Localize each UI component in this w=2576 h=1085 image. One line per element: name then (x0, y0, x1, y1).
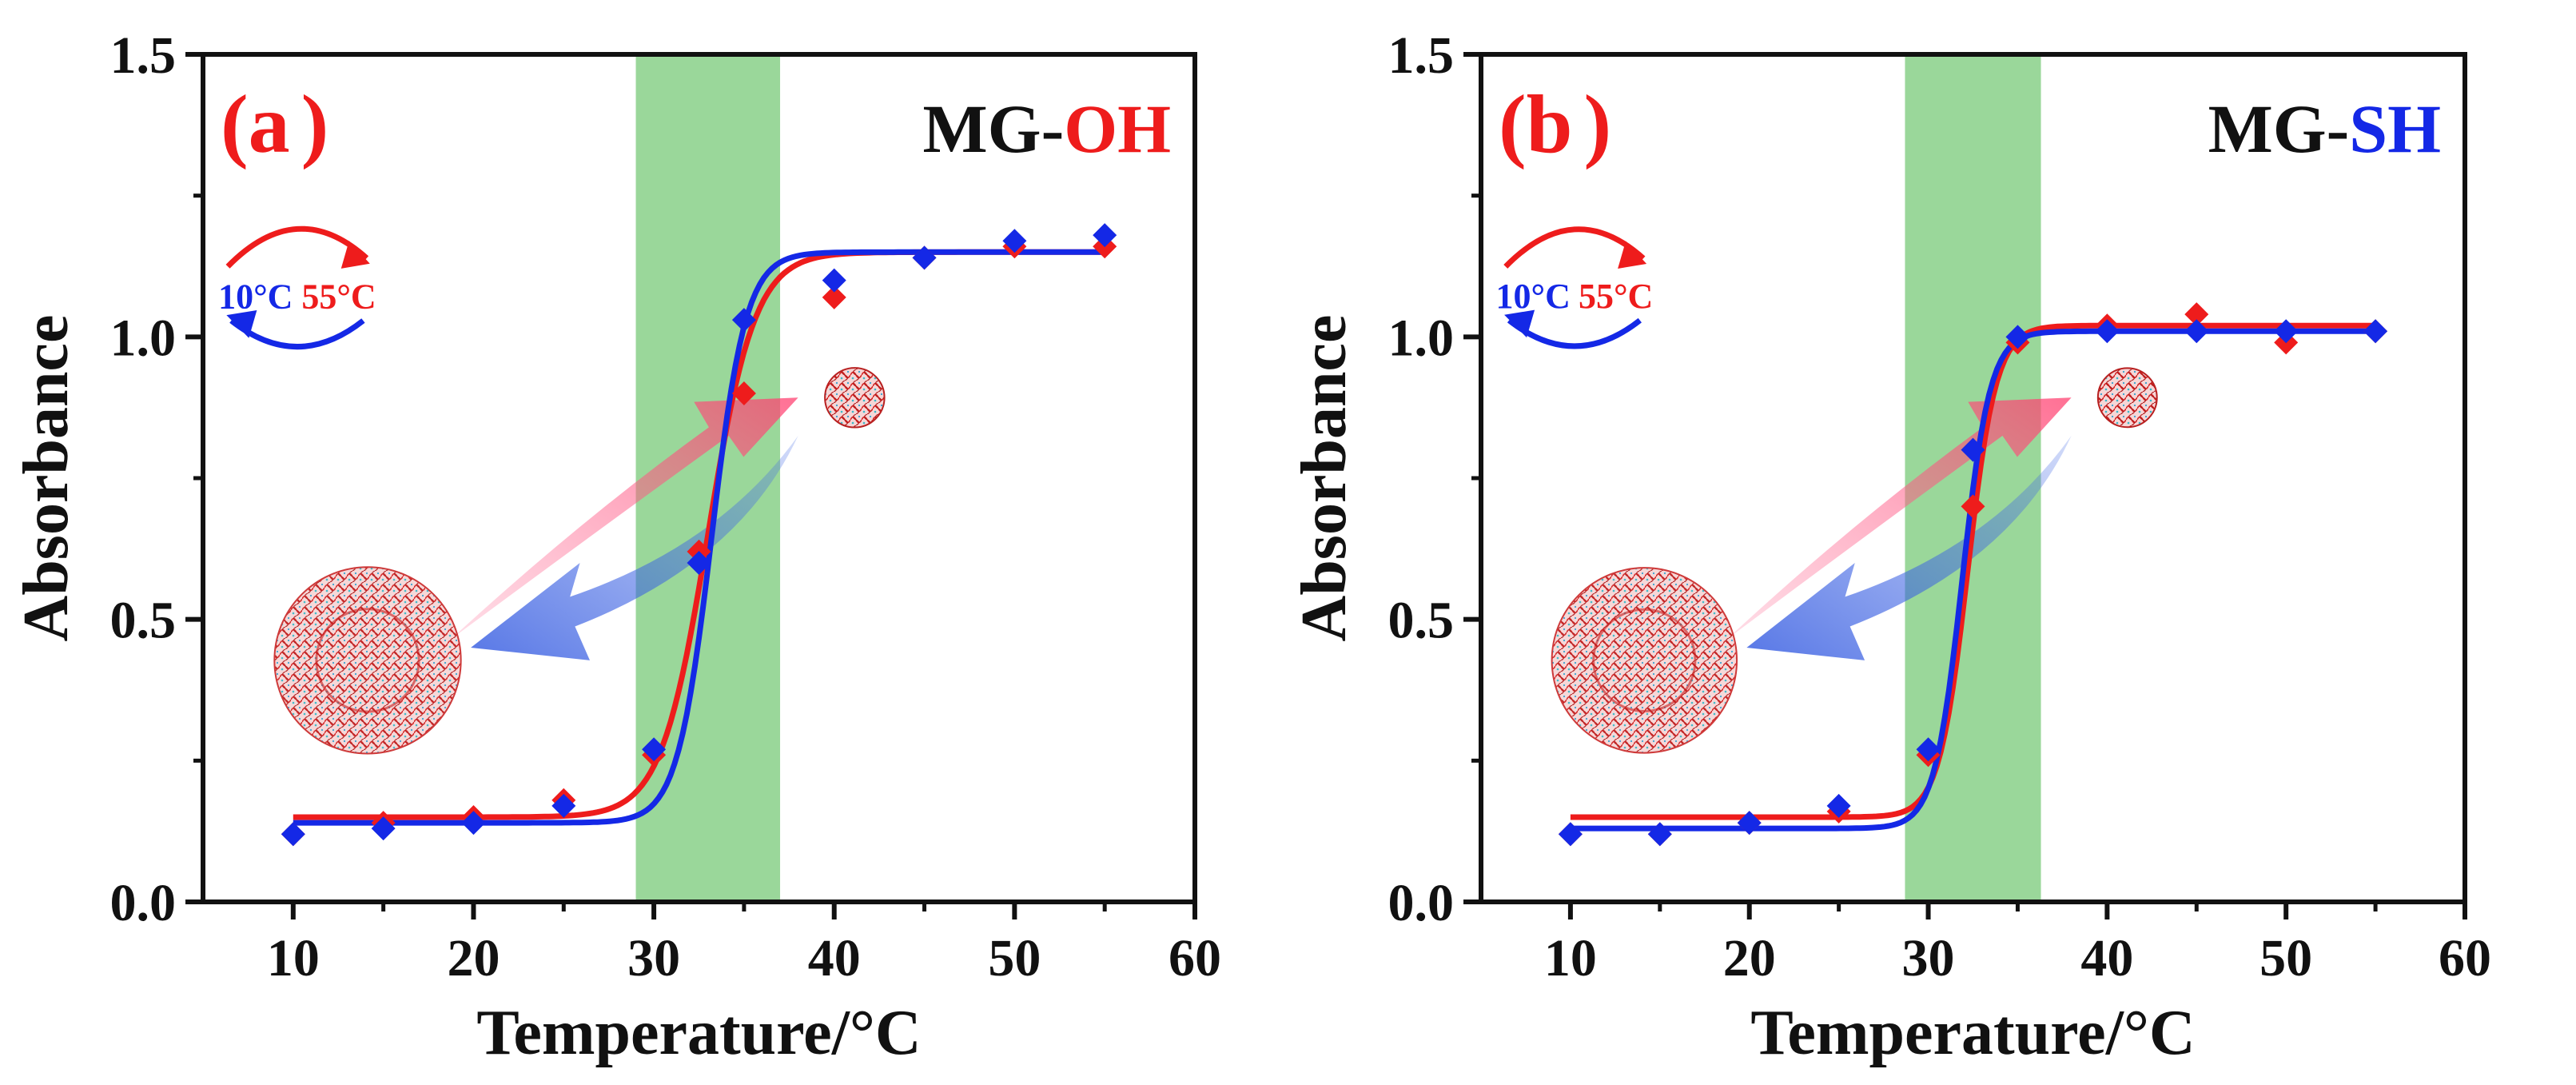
cycle-arrowhead-cool (226, 309, 257, 338)
panel-a: 10°C 55°C 10 20 30 40 50 60 0.0 0.5 1.0 1.5 Temperat… (11, 26, 1221, 1068)
x-tick-label: 10 (267, 929, 320, 987)
x-axis-title: Temperature/°C (1750, 998, 2195, 1068)
data-point-cooling (551, 793, 576, 818)
x-tick-label: 40 (2080, 929, 2133, 987)
data-point-cooling (1737, 811, 1762, 836)
panel-b: 10°C 55°C 10 20 30 40 50 60 0.0 0.5 1.0 1.5 Temperat… (1289, 26, 2491, 1068)
y-tick-label: 0.0 (110, 874, 177, 932)
cycle-arrowhead-hot (1618, 241, 1647, 269)
data-point-cooling (1916, 737, 1941, 762)
x-tick-label: 20 (447, 929, 500, 987)
cooling-arrow-icon (1746, 436, 2072, 660)
fit-curve-cooling (1570, 328, 2376, 832)
panel-label-close: ) (301, 78, 329, 170)
y-tick-label: 1.5 (110, 26, 177, 85)
y-tick-label: 0.5 (1388, 592, 1455, 650)
data-point-cooling (912, 245, 937, 270)
y-tick-label: 0.5 (110, 592, 177, 650)
y-tick-label: 1.0 (110, 309, 177, 367)
collapsed-microgel-icon (824, 367, 886, 429)
x-tick-label: 40 (808, 929, 861, 987)
x-tick-label: 30 (1902, 929, 1955, 987)
x-tick-label: 60 (2439, 929, 2491, 987)
chart-title: MG-SH (2208, 90, 2441, 167)
x-axis-title: Temperature/°C (476, 998, 921, 1068)
swollen-microgel-icon (1551, 567, 1738, 754)
swollen-microgel-icon (273, 566, 462, 755)
data-point-cooling (1826, 793, 1851, 818)
chart-title-prefix: MG- (923, 90, 1065, 167)
data-point-cooling (1647, 822, 1672, 847)
panel-label: (b) (1499, 78, 1611, 170)
cycle-label-cold: 10°C (1496, 277, 1571, 316)
y-tick-label: 1.0 (1388, 309, 1455, 367)
chart-title-suffix: SH (2349, 90, 2441, 167)
data-point-cooling (687, 551, 711, 575)
data-point-cooling (1558, 822, 1583, 847)
data-point-heating (1961, 494, 1985, 519)
panel-label-open: (a (221, 78, 290, 170)
fit-curve-heating (1570, 322, 2376, 820)
y-tick-label: 0.0 (1388, 874, 1455, 932)
cycle-arrowhead-cool (1504, 309, 1535, 338)
cycle-label-cold: 10°C (218, 277, 293, 316)
data-point-cooling (2363, 319, 2388, 344)
x-tick-label: 50 (988, 929, 1041, 987)
fit-curve-cooling (293, 249, 1105, 826)
data-point-cooling (1002, 229, 1027, 253)
heating-arrow-icon (451, 397, 798, 640)
panel-label: (a) (221, 78, 328, 170)
data-point-cooling (2274, 319, 2299, 344)
panel-label-open: (b (1499, 78, 1572, 170)
cycle-label-hot: 55°C (301, 277, 376, 316)
heating-arrow-icon (1726, 397, 2072, 640)
cooling-arrow-icon (471, 436, 798, 660)
data-point-cooling (371, 816, 396, 841)
y-tick-label: 1.5 (1388, 26, 1455, 85)
x-tick-label: 30 (627, 929, 680, 987)
data-point-cooling (1093, 223, 1117, 248)
cycle-label-hot: 55°C (1579, 277, 1653, 316)
panel-label-close: ) (1583, 78, 1611, 170)
chart-title: MG-OH (923, 90, 1172, 167)
swollen-microgel-core (315, 608, 420, 713)
data-point-cooling (2184, 319, 2209, 344)
data-point-cooling (461, 811, 486, 836)
data-point-heating (731, 381, 756, 405)
chart-title-prefix: MG- (2208, 90, 2350, 167)
data-point-heating (822, 285, 846, 309)
data-point-cooling (642, 737, 667, 762)
data-point-cooling (281, 822, 305, 847)
x-tick-label: 50 (2259, 929, 2312, 987)
x-tick-label: 10 (1544, 929, 1597, 987)
y-axis-title: Absorbance (11, 315, 82, 642)
data-point-cooling (731, 308, 756, 333)
data-point-cooling (2095, 319, 2120, 344)
data-point-heating (2184, 302, 2209, 327)
data-point-cooling (1961, 437, 1985, 462)
swollen-microgel-core (1592, 608, 1697, 713)
cycle-arrowhead-hot (340, 241, 370, 269)
data-point-cooling (822, 268, 846, 293)
x-tick-label: 60 (1169, 929, 1221, 987)
y-axis-title: Absorbance (1289, 315, 1360, 642)
data-point-cooling (2005, 325, 2030, 349)
x-tick-label: 20 (1723, 929, 1776, 987)
chart-title-suffix: OH (1064, 90, 1171, 167)
collapsed-microgel-icon (2096, 367, 2158, 429)
